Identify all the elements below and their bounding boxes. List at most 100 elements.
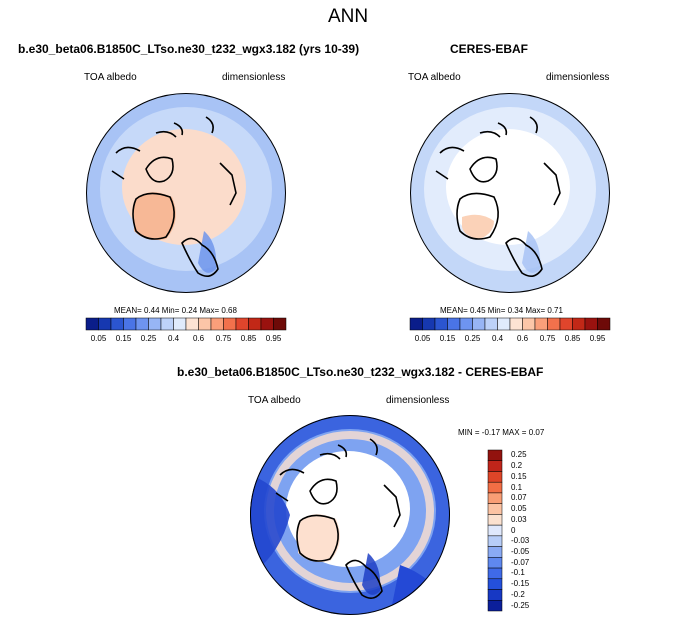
colorbar-box — [487, 567, 503, 580]
panel1-colorbar — [85, 317, 287, 331]
colorbar-box — [497, 317, 511, 331]
colorbar-box — [123, 317, 137, 331]
coastline-greenland — [132, 192, 175, 240]
coastline-scandinavia — [505, 237, 543, 277]
coastline — [275, 438, 378, 502]
colorbar-tick-label: 0.15 — [115, 334, 132, 343]
colorbar-box — [487, 557, 503, 569]
colorbar-tick-label: 0.95 — [589, 334, 606, 343]
colorbar-box — [484, 317, 498, 331]
colorbar-tick-label: 0.1 — [511, 482, 523, 492]
coastline — [319, 444, 348, 460]
coastline — [155, 122, 184, 138]
panel2-colorbar — [409, 317, 611, 331]
coastline — [111, 116, 214, 180]
colorbar-box — [160, 317, 174, 331]
colorbar-box — [487, 535, 503, 547]
scandinavia-field — [522, 231, 541, 273]
panel2-variable-label: TOA albedo — [408, 72, 461, 83]
colorbar-tick-label: 0.4 — [491, 334, 504, 343]
colorbar-box — [173, 317, 187, 331]
coastline — [435, 116, 538, 180]
greenland-field — [462, 214, 494, 239]
panel3-map — [250, 415, 450, 615]
colorbar-box — [572, 317, 586, 331]
panel2-units-label: dimensionless — [546, 72, 610, 83]
panel1-units-label: dimensionless — [222, 72, 286, 83]
colorbar-tick-label: 0.95 — [265, 334, 282, 343]
west-anomaly — [250, 475, 290, 575]
colorbar-tick-label: 0.6 — [192, 334, 205, 343]
colorbar-tick-label: -0.25 — [511, 600, 530, 610]
map-border — [410, 93, 610, 293]
panel3-units-label: dimensionless — [386, 395, 450, 406]
colorbar-box — [472, 317, 486, 331]
coastline — [383, 484, 401, 528]
colorbar-tick-label: 0.15 — [439, 334, 456, 343]
colorbar-box — [273, 317, 287, 331]
colorbar-box — [534, 317, 548, 331]
colorbar-tick-label: -0.05 — [511, 546, 530, 556]
colorbar-tick-label: -0.1 — [511, 568, 525, 578]
panel2-map — [410, 93, 610, 293]
colorbar-box — [487, 460, 503, 472]
colorbar-box — [487, 524, 503, 537]
scandinavia-field — [362, 553, 381, 595]
panel3-stats: MIN = -0.17 MAX = 0.07 — [458, 428, 545, 437]
colorbar-box — [487, 481, 503, 494]
coastlines — [435, 116, 561, 277]
coastline — [145, 156, 174, 183]
colorbar-box — [509, 317, 523, 331]
greenland-field — [298, 514, 340, 562]
colorbar-box — [198, 317, 212, 331]
greenland-field — [134, 192, 176, 240]
colorbar-box — [487, 546, 503, 558]
colorbar-box — [559, 317, 573, 331]
colorbar-tick-label: 0.25 — [511, 450, 527, 460]
colorbar-box — [248, 317, 262, 331]
colorbar-box — [487, 449, 503, 461]
colorbar-box — [422, 317, 436, 331]
map-field — [86, 93, 286, 293]
coastline — [219, 162, 237, 206]
map-field — [250, 415, 450, 615]
coastline-greenland — [296, 514, 339, 562]
coastline-greenland — [456, 192, 499, 240]
map-border — [86, 93, 286, 293]
panel1-stats: MEAN= 0.44 Min= 0.24 Max= 0.68 — [114, 306, 237, 315]
colorbar-tick-label: 0.25 — [464, 334, 481, 343]
colorbar-box — [235, 317, 249, 331]
coastline — [469, 156, 498, 183]
colorbar-tick-label: 0.6 — [516, 334, 529, 343]
colorbar-box — [597, 317, 611, 331]
colorbar-box — [584, 317, 598, 331]
colorbar-box — [210, 317, 224, 331]
colorbar-tick-label: 0.25 — [140, 334, 157, 343]
panel1-map — [86, 93, 286, 293]
colorbar-tick-label: 0.85 — [564, 334, 581, 343]
colorbar-tick-label: -0.03 — [511, 536, 530, 546]
colorbar-box — [185, 317, 199, 331]
colorbar-tick-label: 0.75 — [539, 334, 556, 343]
colorbar-box — [110, 317, 124, 331]
colorbar-box — [522, 317, 536, 331]
coastline — [543, 162, 561, 206]
colorbar-box — [547, 317, 561, 331]
colorbar-box — [148, 317, 162, 331]
colorbar-box — [434, 317, 448, 331]
colorbar-box — [487, 514, 503, 526]
colorbar-box — [85, 317, 99, 331]
panel3-variable-label: TOA albedo — [248, 395, 301, 406]
colorbar-box — [135, 317, 149, 331]
colorbar-box — [487, 471, 503, 483]
colorbar-box — [447, 317, 461, 331]
coastline-scandinavia — [345, 559, 383, 599]
panel1-variable-label: TOA albedo — [84, 72, 137, 83]
panel3-title: b.e30_beta06.B1850C_LTso.ne30_t232_wgx3.… — [177, 365, 544, 379]
colorbar-tick-label: -0.15 — [511, 579, 530, 589]
colorbar-tick-label: 0.2 — [511, 461, 523, 471]
colorbar-tick-label: 0.05 — [414, 334, 431, 343]
colorbar-tick-label: 0.03 — [511, 514, 527, 524]
colorbar-tick-label: 0.05 — [511, 504, 527, 514]
colorbar-box — [223, 317, 237, 331]
